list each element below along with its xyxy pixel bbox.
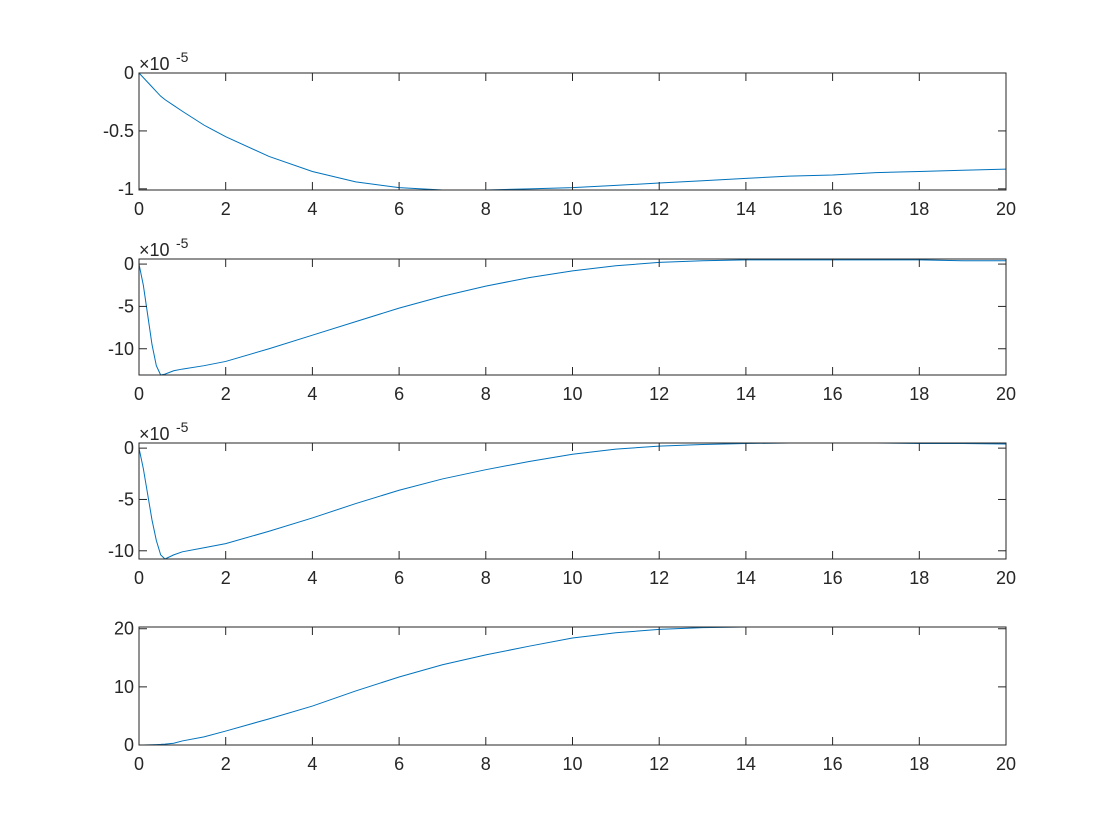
y-tick-label: 0 — [124, 735, 134, 755]
y-tick-label: 10 — [114, 677, 134, 697]
x-tick-label: 18 — [909, 384, 929, 404]
x-tick-label: 10 — [562, 384, 582, 404]
x-tick-label: 20 — [996, 384, 1016, 404]
y-tick-label: 0 — [124, 254, 134, 274]
x-tick-label: 0 — [134, 568, 144, 588]
axes-background — [139, 627, 1006, 745]
x-tick-label: 16 — [823, 754, 843, 774]
x-tick-label: 16 — [823, 568, 843, 588]
x-tick-label: 8 — [481, 199, 491, 219]
x-tick-label: 10 — [562, 568, 582, 588]
x-tick-label: 20 — [996, 754, 1016, 774]
y-tick-label: -5 — [118, 296, 134, 316]
x-tick-label: 0 — [134, 384, 144, 404]
x-tick-label: 18 — [909, 754, 929, 774]
y-tick-label: -10 — [108, 541, 134, 561]
x-tick-label: 2 — [221, 754, 231, 774]
axes-background — [139, 443, 1006, 559]
y-tick-label: -5 — [118, 489, 134, 509]
y-tick-label: 0 — [124, 63, 134, 83]
y-multiplier-exponent: -5 — [176, 49, 189, 65]
data-line — [138, 259, 1006, 376]
x-tick-label: 16 — [823, 384, 843, 404]
y-multiplier-exponent: -5 — [176, 419, 189, 435]
x-tick-label: 12 — [649, 568, 669, 588]
x-tick-label: 18 — [909, 199, 929, 219]
x-tick-label: 20 — [996, 199, 1016, 219]
x-tick-label: 12 — [649, 199, 669, 219]
axes-background — [139, 73, 1006, 190]
x-tick-label: 6 — [394, 199, 404, 219]
x-tick-label: 8 — [481, 568, 491, 588]
x-tick-label: 10 — [562, 754, 582, 774]
y-multiplier-base: ×10 — [139, 240, 170, 260]
x-tick-label: 4 — [307, 754, 317, 774]
y-tick-label: -10 — [108, 339, 134, 359]
y-multiplier-exponent: -5 — [176, 235, 189, 251]
x-tick-label: 6 — [394, 384, 404, 404]
x-tick-label: 14 — [736, 384, 756, 404]
x-tick-label: 4 — [307, 384, 317, 404]
y-tick-label: -1 — [118, 179, 134, 199]
x-tick-label: 4 — [307, 568, 317, 588]
x-tick-label: 16 — [823, 199, 843, 219]
x-tick-label: 6 — [394, 568, 404, 588]
y-multiplier-base: ×10 — [139, 54, 170, 74]
x-tick-label: 14 — [736, 199, 756, 219]
x-tick-label: 4 — [307, 199, 317, 219]
x-tick-label: 2 — [221, 568, 231, 588]
x-tick-label: 12 — [649, 384, 669, 404]
y-tick-label: 20 — [114, 619, 134, 639]
x-tick-label: 0 — [134, 199, 144, 219]
x-tick-label: 10 — [562, 199, 582, 219]
x-tick-label: 12 — [649, 754, 669, 774]
x-tick-label: 18 — [909, 568, 929, 588]
x-tick-label: 2 — [221, 384, 231, 404]
y-tick-label: -0.5 — [103, 121, 134, 141]
x-tick-label: 8 — [481, 384, 491, 404]
x-tick-label: 0 — [134, 754, 144, 774]
x-tick-label: 6 — [394, 754, 404, 774]
axes-background — [139, 259, 1006, 375]
x-tick-label: 20 — [996, 568, 1016, 588]
y-multiplier-base: ×10 — [139, 424, 170, 444]
x-tick-label: 2 — [221, 199, 231, 219]
x-tick-label: 14 — [736, 754, 756, 774]
x-tick-label: 14 — [736, 568, 756, 588]
y-tick-label: 0 — [124, 438, 134, 458]
x-tick-label: 8 — [481, 754, 491, 774]
